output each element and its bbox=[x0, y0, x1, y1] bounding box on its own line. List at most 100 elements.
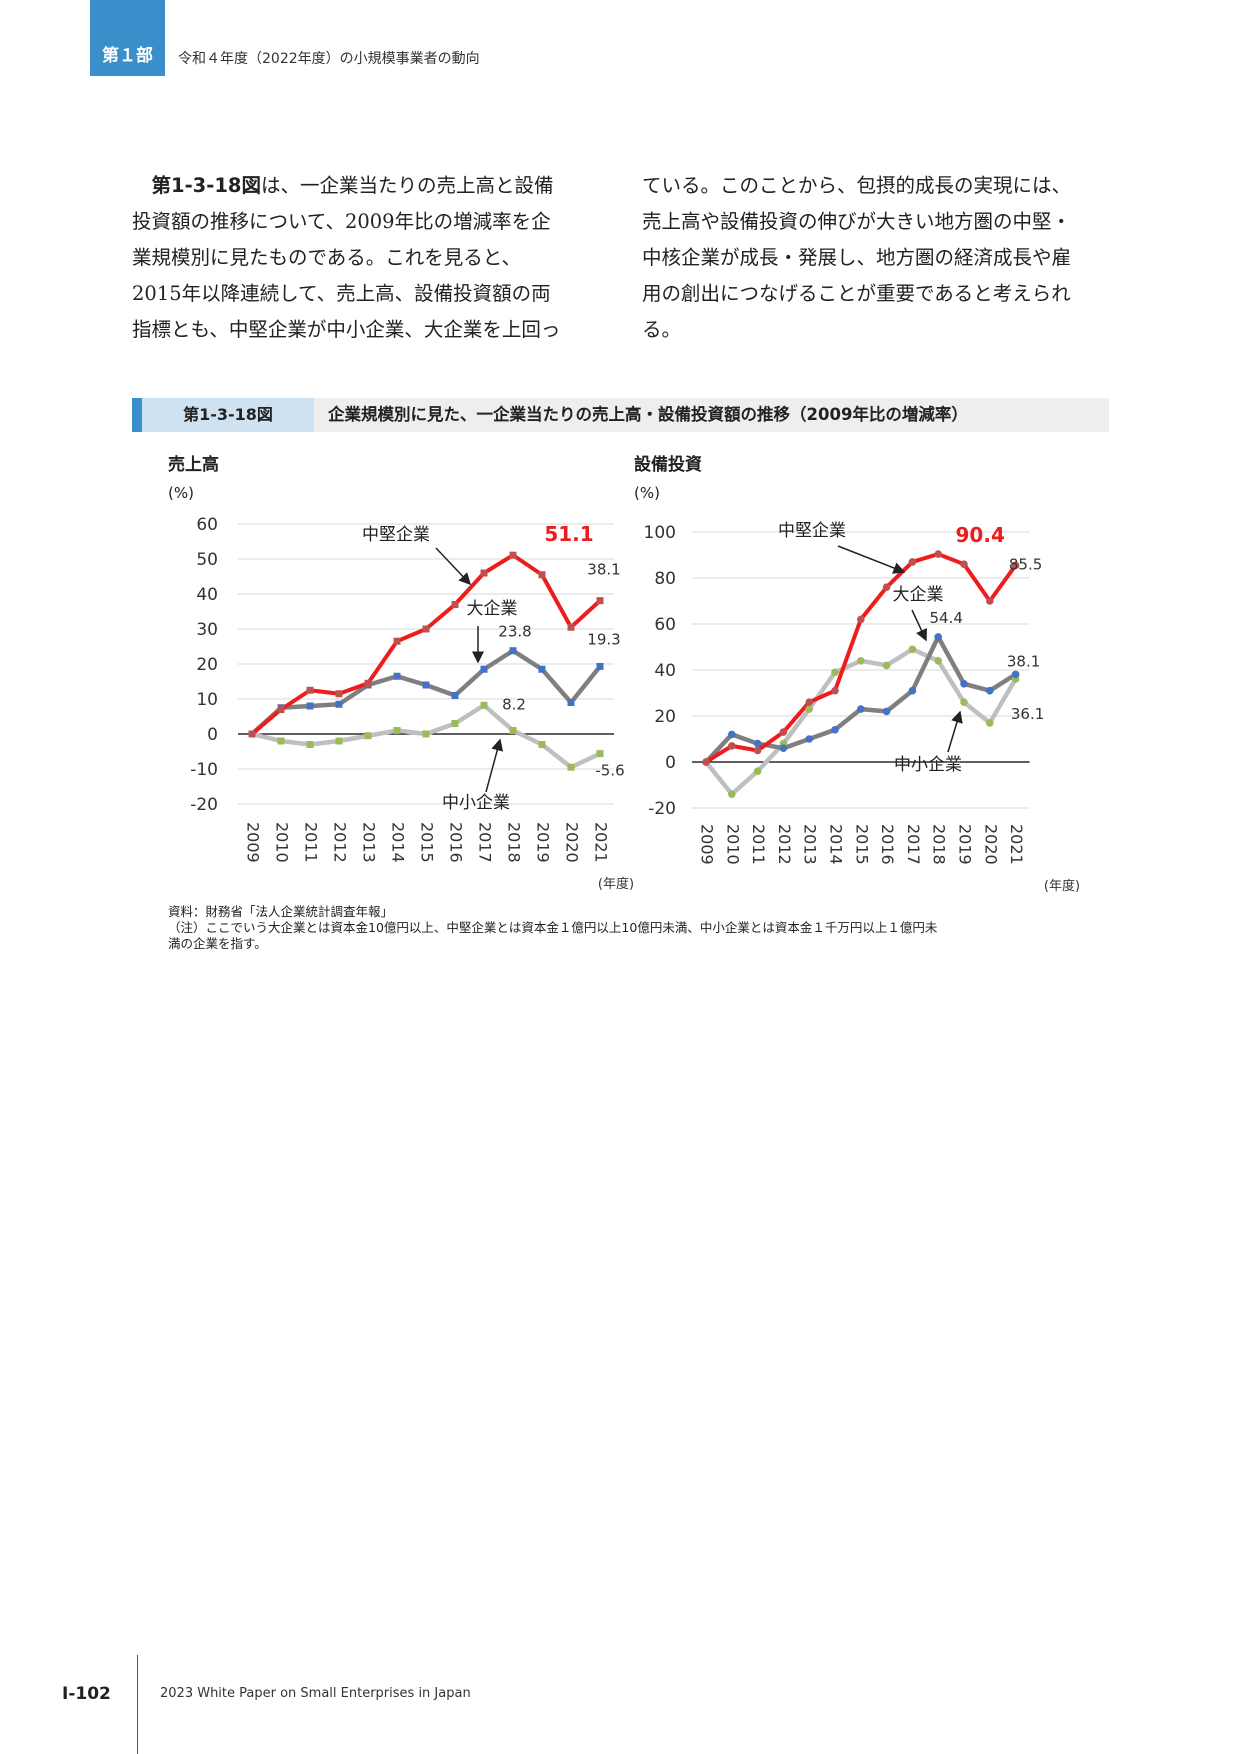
data-point bbox=[596, 662, 604, 670]
series-name-label: 中堅企業 bbox=[362, 525, 430, 545]
data-label: 38.1 bbox=[587, 561, 620, 579]
data-point bbox=[728, 730, 736, 739]
figure-title-bar: 第1-3-18図 企業規模別に見た、一企業当たりの売上高・設備投資額の推移（20… bbox=[132, 398, 1109, 432]
callout-arrow bbox=[485, 738, 504, 793]
x-tick-label: 2011 bbox=[302, 822, 321, 863]
data-point bbox=[451, 692, 459, 699]
x-tick-label: 2014 bbox=[827, 824, 846, 865]
x-tick-label: 2020 bbox=[563, 822, 582, 863]
series-line-大企業 bbox=[704, 634, 1017, 764]
body-line: 投資額の推移について、2009年比の増減率を企 bbox=[132, 210, 551, 233]
data-point bbox=[596, 597, 604, 605]
data-point bbox=[908, 558, 917, 566]
x-tick-label: 2021 bbox=[1007, 824, 1026, 865]
data-point bbox=[805, 705, 813, 713]
footer-publication: 2023 White Paper on Small Enterprises in… bbox=[160, 1686, 471, 1701]
data-point bbox=[857, 705, 865, 713]
data-point bbox=[908, 645, 917, 654]
data-label: 36.1 bbox=[1011, 705, 1044, 723]
series-name-label: 大企業 bbox=[893, 585, 944, 605]
data-point bbox=[960, 560, 968, 568]
data-label: 38.1 bbox=[1007, 652, 1040, 670]
footnote-line: 満の企業を指す。 bbox=[168, 936, 267, 951]
data-label: 90.4 bbox=[956, 523, 1005, 547]
y-axis-unit: (%) bbox=[634, 484, 660, 502]
series-name-label: 中小企業 bbox=[442, 793, 510, 813]
data-point bbox=[831, 686, 839, 695]
data-point bbox=[831, 668, 839, 677]
data-point bbox=[934, 657, 942, 665]
running-header-title: 令和４年度（2022年度）の小規模事業者の動向 bbox=[178, 51, 480, 67]
data-point bbox=[908, 686, 917, 695]
series-name-label: 中堅企業 bbox=[778, 521, 846, 541]
data-label: 54.4 bbox=[929, 609, 962, 627]
x-tick-label: 2011 bbox=[749, 824, 768, 865]
series-name-label: 中小企業 bbox=[894, 755, 962, 775]
data-point bbox=[934, 550, 942, 558]
y-tick-label: 100 bbox=[644, 523, 676, 543]
y-tick-label: 20 bbox=[196, 655, 218, 675]
x-tick-label: 2010 bbox=[723, 824, 742, 865]
data-point bbox=[805, 735, 813, 743]
data-point bbox=[728, 742, 736, 750]
data-label: 85.5 bbox=[1009, 555, 1042, 573]
x-tick-label: 2015 bbox=[418, 822, 437, 863]
body-line: 中核企業が成長・発展し、地方圏の経済成長や雇 bbox=[642, 246, 1072, 269]
x-tick-label: 2017 bbox=[476, 822, 495, 863]
data-point bbox=[509, 727, 517, 734]
x-tick-label: 2019 bbox=[956, 824, 975, 865]
y-tick-label: 0 bbox=[665, 753, 676, 773]
data-point bbox=[960, 680, 968, 688]
callout-arrow bbox=[435, 547, 472, 586]
data-point bbox=[451, 601, 459, 608]
y-axis-unit: (%) bbox=[168, 484, 194, 502]
data-point bbox=[335, 737, 343, 745]
y-tick-label: 80 bbox=[654, 569, 676, 589]
data-label: -5.6 bbox=[595, 762, 624, 780]
data-point bbox=[538, 571, 546, 579]
x-tick-label: 2015 bbox=[852, 824, 871, 865]
x-tick-label: 2018 bbox=[930, 824, 949, 865]
data-point bbox=[857, 657, 865, 665]
data-point bbox=[335, 690, 343, 698]
data-point bbox=[960, 698, 968, 706]
x-tick-label: 2019 bbox=[534, 822, 553, 863]
body-line: 売上高や設備投資の伸びが大きい地方圏の中堅・ bbox=[642, 210, 1072, 233]
data-point bbox=[857, 615, 865, 624]
data-point bbox=[393, 637, 401, 645]
data-point bbox=[277, 706, 285, 713]
body-line: 指標とも、中堅企業が中小企業、大企業を上回っ bbox=[132, 318, 561, 341]
data-point bbox=[422, 730, 430, 738]
data-point bbox=[753, 746, 762, 755]
x-tick-label: 2014 bbox=[389, 822, 408, 863]
data-label: 23.8 bbox=[498, 623, 531, 641]
y-tick-label: -10 bbox=[190, 760, 218, 780]
x-tick-label: 2009 bbox=[698, 824, 717, 865]
body-line: 第1-3-18図は、一企業当たりの売上高と設備 bbox=[151, 174, 554, 197]
data-point bbox=[480, 701, 488, 709]
footer-divider bbox=[137, 1655, 138, 1754]
y-tick-label: 40 bbox=[196, 585, 218, 605]
data-point bbox=[986, 719, 994, 727]
data-point bbox=[306, 702, 314, 710]
x-tick-label: 2020 bbox=[981, 824, 1000, 865]
data-point bbox=[882, 583, 891, 591]
data-point bbox=[509, 551, 517, 559]
y-tick-label: 0 bbox=[207, 725, 218, 745]
data-point bbox=[753, 767, 762, 775]
body-line: る。 bbox=[642, 318, 682, 341]
y-tick-label: 50 bbox=[196, 550, 218, 570]
data-point bbox=[728, 790, 736, 798]
data-point bbox=[596, 750, 604, 758]
data-label: 51.1 bbox=[544, 522, 593, 546]
y-tick-label: 10 bbox=[196, 690, 218, 710]
y-tick-label: 40 bbox=[654, 661, 676, 681]
callout-arrow bbox=[911, 609, 927, 642]
series-line-中小企業 bbox=[704, 647, 1018, 797]
body-column-right: ている。このことから、包摂的成長の実現には、 売上高や設備投資の伸びが大きい地方… bbox=[642, 168, 1114, 348]
data-point bbox=[306, 686, 314, 694]
data-point bbox=[422, 625, 430, 633]
body-column-left: 第1-3-18図は、一企業当たりの売上高と設備 投資額の推移について、2009年… bbox=[132, 168, 604, 348]
y-tick-label: 30 bbox=[196, 620, 218, 640]
data-point bbox=[335, 700, 343, 708]
